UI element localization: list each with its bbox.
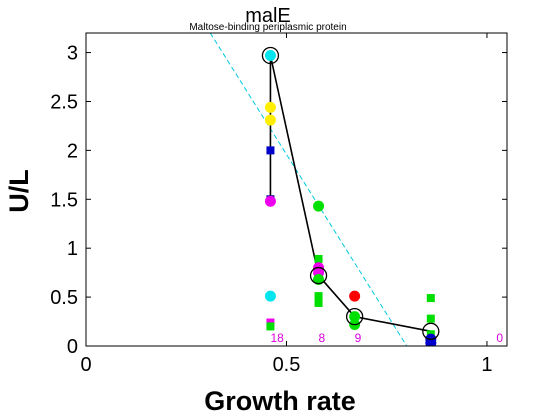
y-tick-label: 0.5: [50, 287, 78, 309]
data-point-circle: [313, 200, 325, 212]
y-axis-label: U/L: [4, 169, 34, 213]
data-point-square: [314, 254, 323, 263]
x-tick-label: 1: [481, 354, 492, 376]
plot-frame: [85, 32, 508, 347]
mean-marker: [261, 46, 280, 65]
chart-title: malE: [245, 5, 291, 27]
data-point-circle: [313, 273, 325, 285]
count-label-layer: 18 8 9 0: [270, 331, 503, 345]
data-point-square: [426, 294, 435, 303]
sample-count-label: 9: [355, 331, 362, 345]
data-point-circle: [264, 195, 276, 207]
y-tick-label: 3: [67, 43, 78, 65]
trend-line: [209, 33, 408, 346]
data-point-circle: [349, 290, 361, 302]
y-tick-label: 0: [67, 336, 78, 358]
mean-marker: [345, 308, 364, 326]
mean-layer: [269, 55, 431, 333]
mean-marker: [309, 266, 328, 285]
y-tick-label: 2.5: [50, 91, 78, 113]
data-point-square: [266, 322, 275, 331]
data-point-circle: [264, 114, 276, 126]
data-point-circle: [425, 337, 437, 346]
sample-count-label: 8: [319, 331, 326, 345]
sample-count-label: 0: [496, 331, 503, 345]
data-point-circle: [264, 49, 276, 61]
mean-series-line: [269, 55, 431, 333]
data-point-square: [314, 292, 323, 301]
x-tick-label: 0.5: [273, 354, 301, 376]
x-axis-label: Growth rate: [204, 386, 356, 416]
mean-marker: [422, 322, 440, 340]
y-tick-label: 1: [67, 238, 78, 260]
data-point-circle: [264, 290, 276, 302]
x-axis-ticks: 0 0.5 1: [80, 33, 493, 376]
mean-marker-layer: [261, 46, 440, 340]
data-point-square: [314, 298, 323, 307]
x-tick-label: 0: [80, 354, 91, 376]
y-axis-ticks: 0 0.5 1 1.5 2 2.5 3: [50, 43, 507, 358]
points-layer: [264, 49, 437, 346]
y-tick-label: 2: [67, 140, 78, 162]
sample-count-label: 18: [270, 331, 284, 345]
chart-subtitle: Maltose-binding periplasmic protein: [189, 22, 346, 33]
data-point-square: [426, 314, 435, 323]
data-point-circle: [349, 311, 361, 323]
data-point-square: [266, 146, 275, 155]
data-point-circle: [264, 101, 276, 113]
plot-area: 18 8 9 0: [209, 33, 503, 346]
trend-layer: [209, 33, 408, 346]
y-tick-label: 1.5: [50, 189, 78, 211]
